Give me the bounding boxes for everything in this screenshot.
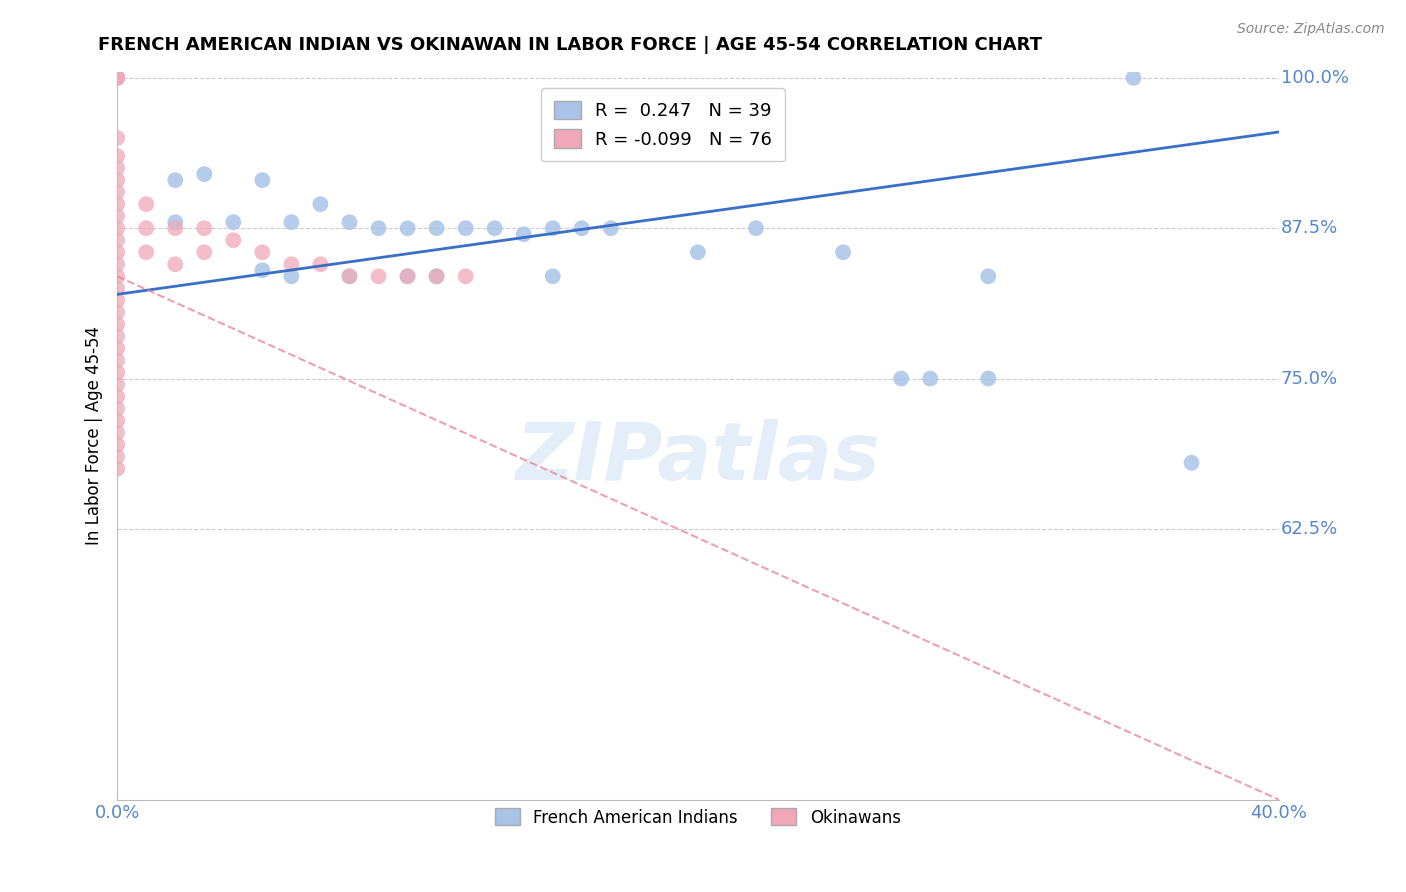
Point — [105, 161, 128, 175]
Point — [105, 257, 128, 271]
Point — [105, 390, 128, 404]
Point — [105, 131, 128, 145]
Point — [920, 371, 942, 385]
Point — [367, 269, 389, 284]
Point — [105, 233, 128, 247]
Point — [105, 342, 128, 356]
Point — [105, 425, 128, 440]
Text: 75.0%: 75.0% — [1281, 369, 1339, 387]
Point — [252, 245, 274, 260]
Point — [105, 70, 128, 85]
Point — [832, 245, 855, 260]
Point — [686, 245, 709, 260]
Point — [105, 209, 128, 223]
Point — [280, 269, 302, 284]
Point — [426, 269, 449, 284]
Point — [1180, 456, 1202, 470]
Point — [165, 221, 187, 235]
Point — [252, 263, 274, 277]
Text: 100.0%: 100.0% — [1281, 69, 1348, 87]
Point — [571, 221, 593, 235]
Point — [105, 245, 128, 260]
Point — [193, 245, 215, 260]
Point — [105, 149, 128, 163]
Point — [339, 215, 361, 229]
Point — [105, 462, 128, 476]
Point — [105, 305, 128, 319]
Point — [396, 269, 419, 284]
Text: 87.5%: 87.5% — [1281, 219, 1339, 237]
Point — [977, 269, 1000, 284]
Point — [454, 221, 477, 235]
Point — [426, 221, 449, 235]
Point — [105, 70, 128, 85]
Point — [105, 197, 128, 211]
Point — [339, 269, 361, 284]
Point — [1122, 70, 1144, 85]
Text: ZIPatlas: ZIPatlas — [516, 418, 880, 497]
Point — [105, 366, 128, 380]
Point — [599, 221, 621, 235]
Point — [105, 329, 128, 343]
Point — [105, 318, 128, 332]
Point — [309, 197, 332, 211]
Point — [165, 257, 187, 271]
Point — [105, 293, 128, 308]
Point — [105, 281, 128, 295]
Point — [105, 70, 128, 85]
Point — [135, 197, 157, 211]
Point — [105, 450, 128, 464]
Point — [280, 257, 302, 271]
Point — [105, 414, 128, 428]
Point — [135, 245, 157, 260]
Point — [105, 173, 128, 187]
Text: Source: ZipAtlas.com: Source: ZipAtlas.com — [1237, 22, 1385, 37]
Text: FRENCH AMERICAN INDIAN VS OKINAWAN IN LABOR FORCE | AGE 45-54 CORRELATION CHART: FRENCH AMERICAN INDIAN VS OKINAWAN IN LA… — [98, 36, 1042, 54]
Point — [222, 215, 245, 229]
Point — [512, 227, 534, 242]
Point — [165, 215, 187, 229]
Point — [252, 173, 274, 187]
Point — [541, 269, 564, 284]
Point — [280, 215, 302, 229]
Point — [105, 221, 128, 235]
Point — [339, 269, 361, 284]
Point — [454, 269, 477, 284]
Point — [105, 401, 128, 416]
Point — [193, 221, 215, 235]
Point — [105, 438, 128, 452]
Point — [890, 371, 912, 385]
Y-axis label: In Labor Force | Age 45-54: In Labor Force | Age 45-54 — [86, 326, 103, 545]
Point — [426, 269, 449, 284]
Point — [745, 221, 768, 235]
Legend: French American Indians, Okinawans: French American Indians, Okinawans — [486, 800, 910, 835]
Point — [396, 269, 419, 284]
Point — [165, 173, 187, 187]
Point — [222, 233, 245, 247]
Text: 62.5%: 62.5% — [1281, 520, 1339, 538]
Point — [484, 221, 506, 235]
Point — [105, 353, 128, 368]
Point — [193, 167, 215, 181]
Point — [367, 221, 389, 235]
Point — [977, 371, 1000, 385]
Point — [135, 221, 157, 235]
Point — [396, 221, 419, 235]
Point — [105, 377, 128, 392]
Point — [105, 185, 128, 199]
Point — [309, 257, 332, 271]
Point — [105, 269, 128, 284]
Point — [541, 221, 564, 235]
